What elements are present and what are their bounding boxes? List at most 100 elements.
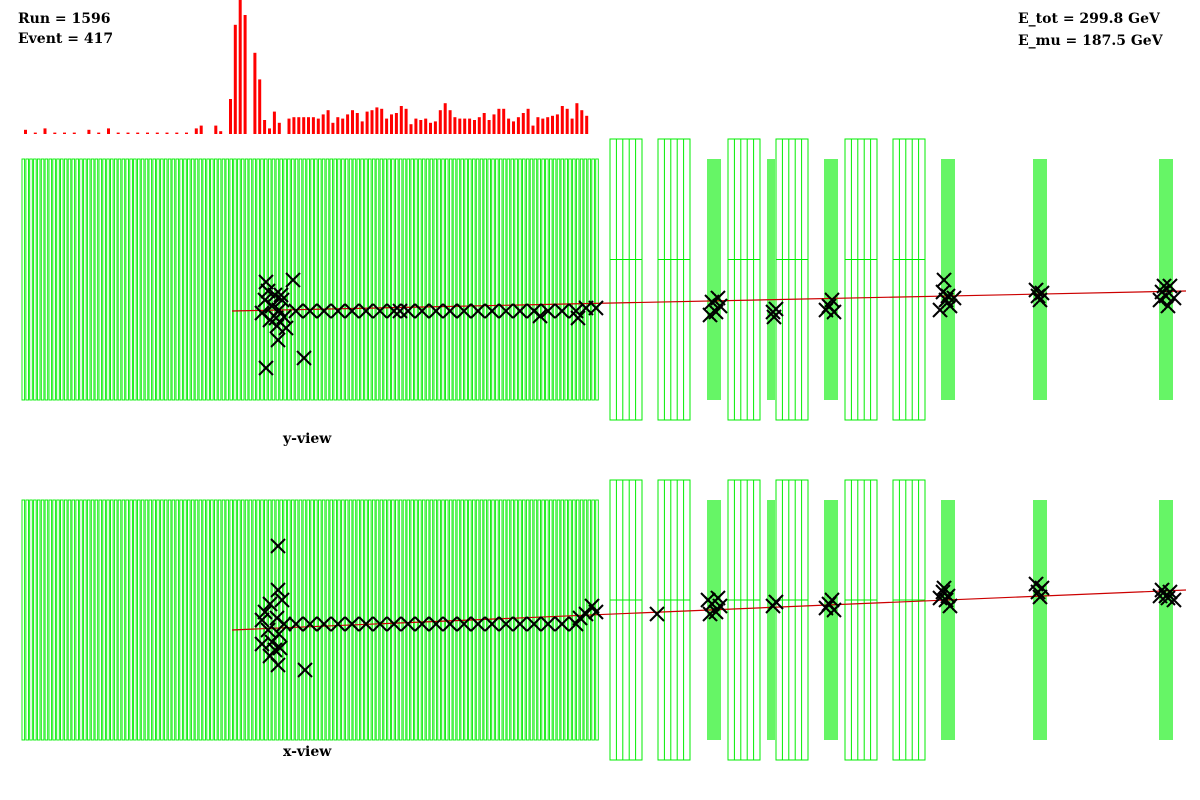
histogram-bar [473,120,476,134]
hit-mark [470,303,486,319]
hit-mark [400,616,416,632]
run-number: Run = 1596 [18,11,111,27]
hit-mark [768,594,784,610]
target-plane [356,158,361,401]
hit-mark [442,616,458,632]
histogram-bar [443,103,447,134]
target-plane [537,158,541,401]
target-plane [406,158,411,401]
target-plane [179,499,183,741]
target-plane [137,158,141,401]
target-plane [591,158,595,401]
histogram-bar [375,107,379,134]
target-plane [25,499,29,741]
target-plane [448,499,453,741]
chamber-station [767,159,775,400]
chamber-station [707,159,721,400]
target-plane [583,499,588,741]
target-plane [225,158,230,401]
target-plane [244,158,249,401]
hit-mark [274,292,290,308]
muon-energy: E_mu = 187.5 GeV [1018,33,1163,49]
histogram-bar [277,122,281,134]
histogram-bar [351,110,354,134]
hit-mark [392,303,408,319]
target-plane [256,158,260,401]
target-plane [210,158,214,401]
x-view-label: x-view [283,744,332,760]
target-plane [187,499,191,741]
target-plane [71,158,76,401]
chamber-station [1033,500,1047,740]
histogram-bar [482,113,486,134]
target-plane [102,158,106,401]
target-plane [90,499,95,741]
target-plane [352,158,357,401]
target-plane [94,158,99,401]
histogram-bar [302,117,306,134]
toroid-module [609,138,643,260]
hit-mark [932,302,948,318]
target-plane [529,158,534,401]
histogram-bar [155,132,159,134]
target-plane [406,499,411,741]
hit-mark [498,303,514,319]
target-plane [491,499,495,741]
toroid-module [844,479,878,601]
target-plane [163,158,168,401]
histogram-bar [385,118,389,134]
target-plane [79,158,83,401]
target-plane [387,158,391,401]
histogram-bar [165,132,169,134]
histogram-bar [341,118,345,134]
target-plane [233,499,237,741]
target-plane [183,158,187,401]
target-plane [418,158,422,401]
hit-mark [262,648,278,664]
target-plane [298,158,303,401]
hit-mark [456,616,472,632]
target-plane [248,499,253,741]
x-view-detector [21,479,1173,761]
hit-mark [470,616,486,632]
chamber-station [824,159,838,400]
target-plane [21,499,26,741]
histogram-bar [487,120,491,134]
target-plane [391,158,395,401]
target-plane [83,499,87,741]
target-plane [595,499,599,741]
target-plane [360,158,364,401]
histogram-bar [243,15,247,134]
hit-mark [1166,592,1182,608]
target-plane [502,499,507,741]
target-plane [63,499,68,741]
target-plane [202,158,206,401]
chamber-station [824,500,838,740]
target-plane [441,158,445,401]
muon-track [231,589,1187,631]
target-plane [44,499,49,741]
hit-mark [344,616,360,632]
target-plane [187,158,191,401]
histogram-bar [63,132,66,134]
hit-mark [386,303,402,319]
toroid-module [775,479,809,601]
target-plane [314,158,318,401]
histogram-bar [233,24,237,134]
hit-mark [271,626,287,642]
target-plane [33,499,37,741]
target-plane [198,158,203,401]
event-number: Event = 417 [18,31,114,47]
hit-mark [936,272,952,288]
chamber-station [767,500,775,740]
target-plane [110,499,114,741]
target-plane [267,499,272,741]
histogram-bar [297,117,301,134]
target-plane [556,158,561,401]
hit-mark [358,616,374,632]
target-plane [487,158,491,401]
target-plane [329,499,334,741]
histogram-bar [292,117,296,134]
target-plane [348,499,353,741]
target-plane [217,499,222,741]
